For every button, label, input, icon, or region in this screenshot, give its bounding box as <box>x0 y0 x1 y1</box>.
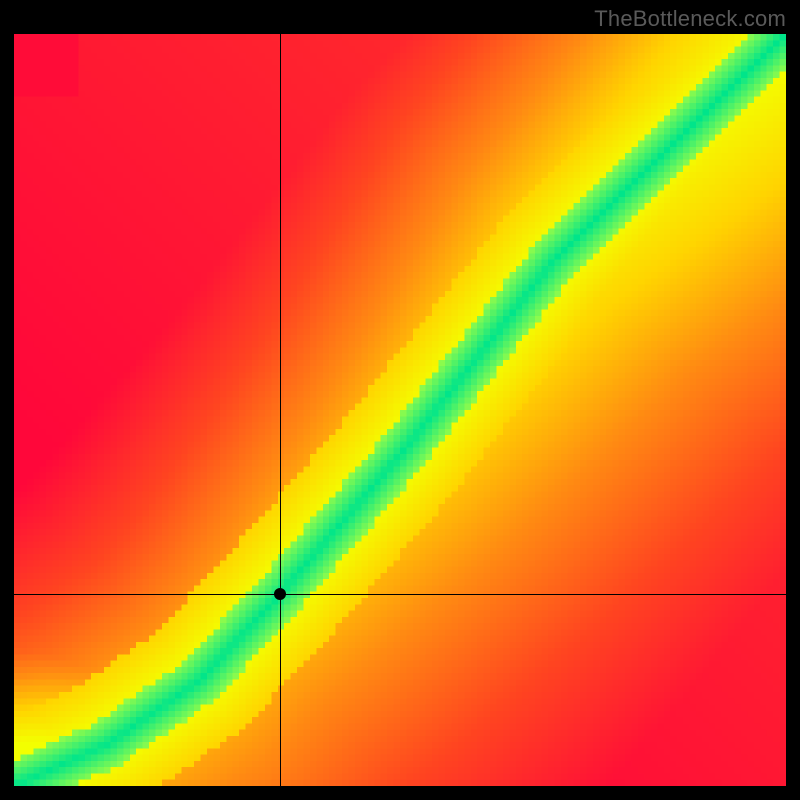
marker-dot <box>274 588 286 600</box>
crosshair-horizontal <box>14 594 786 595</box>
heatmap-canvas <box>14 34 786 786</box>
watermark-text: TheBottleneck.com <box>594 6 786 32</box>
crosshair-vertical <box>280 34 281 786</box>
chart-container: TheBottleneck.com <box>0 0 800 800</box>
plot-area <box>14 34 786 786</box>
